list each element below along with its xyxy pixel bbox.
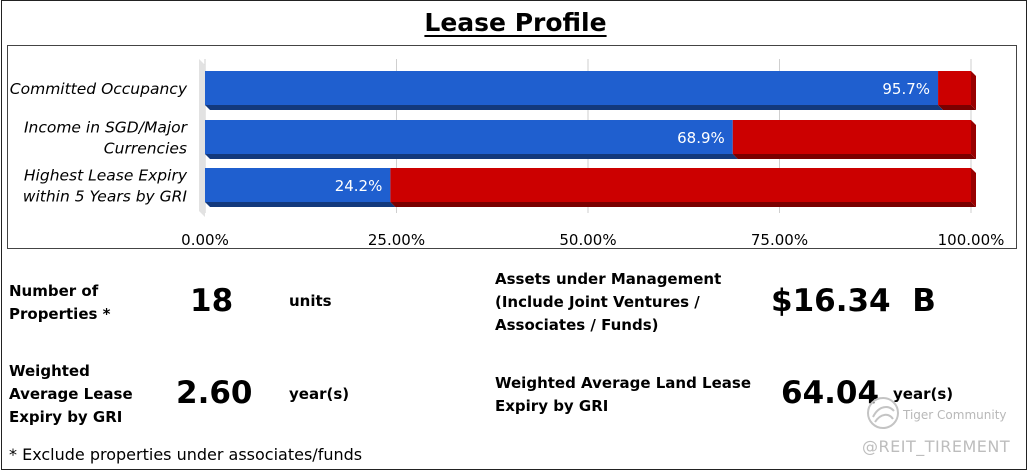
category-label: Committed Occupancy (10, 80, 188, 98)
land-lease-unit: year(s) (893, 385, 954, 403)
tiger-community-logo-icon (867, 397, 899, 429)
properties-value: 18 (190, 283, 234, 319)
bar-segment (390, 168, 971, 202)
lease-profile-chart: 0.00% 25.00% 50.00% 75.00% 100.00% 95.7% Commi… (10, 59, 1005, 249)
x-tick-label: 0.00% (181, 231, 229, 249)
data-label: 68.9% (677, 129, 725, 147)
aum-value: $16.34 B (771, 283, 936, 319)
bar-segment (205, 71, 939, 105)
wale-value: 2.60 (176, 375, 253, 411)
watermark-handle: @REIT_TIREMENT (862, 437, 1011, 456)
category-label: Income in SGD/Major (24, 119, 189, 137)
chart-wall (199, 59, 205, 217)
category-label: Currencies (104, 140, 187, 158)
footnote: * Exclude properties under associates/fu… (9, 445, 363, 464)
data-label: 95.7% (882, 80, 930, 98)
bar-segment-depth (938, 105, 976, 110)
bar-end-depth (971, 120, 976, 159)
bar-segment (205, 168, 391, 202)
bar-segment-depth (205, 202, 396, 207)
land-lease-value: 64.04 (781, 375, 880, 411)
bar-segment (938, 71, 971, 105)
land-lease-label: Weighted Average Land Lease Expiry by GRI (495, 374, 751, 415)
chart-frame (7, 45, 1017, 249)
x-tick-label: 25.00% (368, 231, 425, 249)
bar-end-depth (971, 168, 976, 207)
watermark-brand: Tiger Community (903, 408, 1007, 422)
x-tick-label: 75.00% (751, 231, 808, 249)
bar-segment-depth (205, 105, 944, 110)
x-tick-label: 50.00% (559, 231, 616, 249)
wale-unit: year(s) (289, 385, 350, 403)
category-label: Highest Lease Expiry (24, 167, 188, 185)
category-label: within 5 Years by GRI (23, 188, 188, 206)
bar-segment (732, 120, 971, 154)
x-tick-label: 100.00% (938, 231, 1005, 249)
watermark: Tiger Community @REIT_TIREMENT (862, 393, 1025, 463)
bar-end-depth (971, 71, 976, 110)
aum-label: Assets under Management (Include Joint Ve… (495, 270, 722, 334)
properties-label: Number of Properties * (9, 282, 111, 323)
bar-segment-depth (390, 202, 976, 207)
properties-unit: units (289, 292, 332, 310)
bar-segment (205, 120, 733, 154)
data-label: 24.2% (335, 177, 383, 195)
bar-segment-depth (732, 154, 976, 159)
page-title: Lease Profile (424, 8, 607, 37)
wale-label: Weighted Average Lease Expiry by GRI (9, 362, 133, 426)
bar-segment-depth (205, 154, 738, 159)
